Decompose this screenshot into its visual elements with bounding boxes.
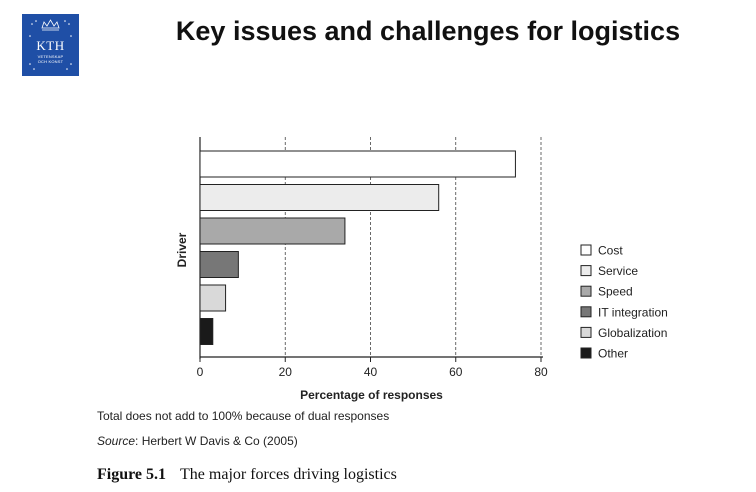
x-tick-label-20: 20 <box>279 365 293 379</box>
crown-icon <box>29 19 72 70</box>
bar-service <box>199 184 440 211</box>
logo-motto: VETENSKAP OCH KONST <box>37 54 64 64</box>
legend-swatch-globalization <box>580 326 592 338</box>
x-axis-title: Percentage of responses <box>300 388 443 402</box>
legend-swatch-speed <box>580 285 592 297</box>
figure-label: Figure 5.1 <box>97 466 167 483</box>
x-tick-label-60: 60 <box>449 365 463 379</box>
legend-label-it-integration: IT integration <box>598 305 668 319</box>
kth-logo: KTH VETENSKAP OCH KONST <box>22 14 79 76</box>
source-text: : Herbert W Davis & Co (2005) <box>135 434 298 448</box>
legend-label-cost: Cost <box>598 244 623 258</box>
figure-text: The major forces driving logistics <box>180 466 397 483</box>
figure-caption: Figure 5.1 The major forces driving logis… <box>97 466 397 484</box>
bar-other <box>199 318 214 345</box>
page-title: Key issues and challenges for logistics <box>175 16 681 46</box>
dual-responses-note: Total does not add to 100% because of du… <box>97 409 390 423</box>
legend-label-speed: Speed <box>598 285 633 299</box>
bar-globalization <box>199 284 227 312</box>
x-tick-label-0: 0 <box>197 365 204 379</box>
legend-label-other: Other <box>598 347 628 361</box>
bar-speed <box>199 217 346 245</box>
legend-swatch-other <box>580 347 592 359</box>
logo-text: KTH <box>36 38 65 53</box>
source-label: Source <box>97 434 136 448</box>
legend-swatch-cost <box>580 244 592 256</box>
legend-label-globalization: Globalization <box>598 326 667 340</box>
x-tick-label-80: 80 <box>534 365 548 379</box>
source-note: Source: Herbert W Davis & Co (2005) <box>97 434 298 448</box>
legend-swatch-it-integration <box>580 306 592 318</box>
bar-cost <box>199 150 516 178</box>
x-tick-label-40: 40 <box>364 365 378 379</box>
y-axis-title: Driver <box>175 232 189 267</box>
legend-swatch-service <box>580 265 592 277</box>
bar-it-integration <box>199 251 239 278</box>
legend-label-service: Service <box>598 264 638 278</box>
